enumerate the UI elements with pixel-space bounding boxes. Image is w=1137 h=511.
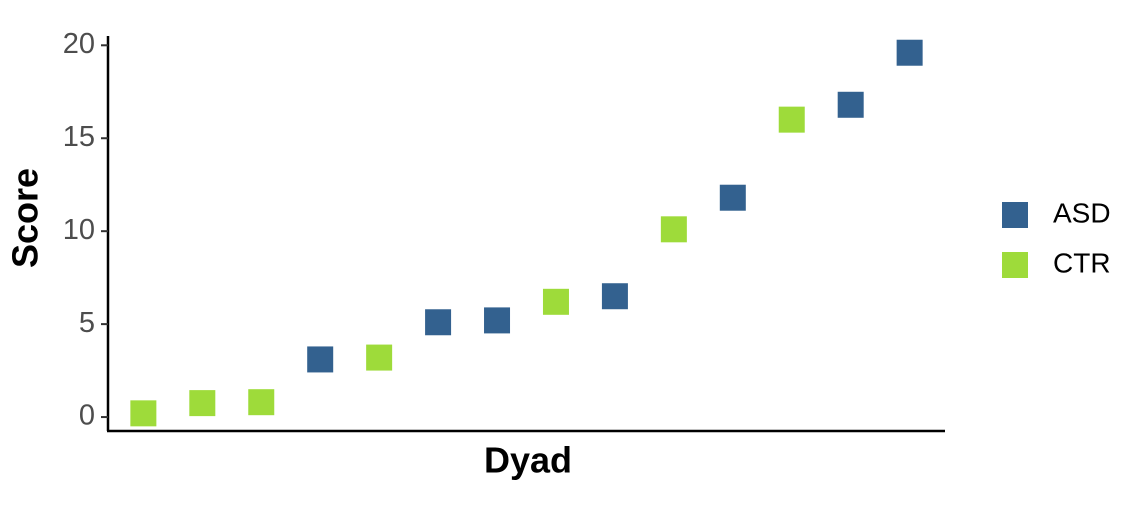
y-tick-label: 5: [79, 307, 95, 339]
point: [189, 390, 216, 417]
point: [837, 91, 864, 118]
point: [542, 288, 569, 315]
legend-label: ASD: [1053, 197, 1111, 228]
point: [778, 106, 805, 133]
y-axis-title: Score: [5, 168, 46, 268]
point: [601, 283, 628, 310]
point: [307, 346, 334, 373]
point: [719, 184, 746, 211]
point: [484, 307, 511, 334]
y-tick-label: 10: [63, 214, 95, 246]
x-axis-title: Dyad: [484, 440, 572, 481]
point: [130, 400, 157, 427]
legend-label: CTR: [1053, 247, 1111, 278]
y-tick-label: 20: [63, 28, 95, 60]
y-tick-label: 0: [79, 400, 95, 432]
point: [660, 216, 687, 243]
y-tick-label: 15: [63, 121, 95, 153]
legend-swatch: [1002, 202, 1028, 228]
point: [366, 344, 393, 371]
point: [248, 389, 275, 416]
point: [896, 39, 923, 66]
point: [425, 309, 452, 336]
legend-swatch: [1002, 252, 1028, 278]
